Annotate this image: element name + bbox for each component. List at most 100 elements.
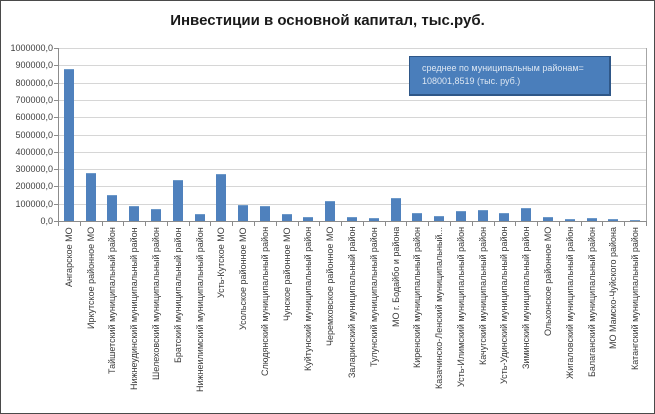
x-axis-tick bbox=[406, 222, 407, 226]
y-axis-label: 1000000,0 bbox=[10, 43, 53, 53]
annotation-line-1: среднее по муниципальным районам= bbox=[422, 63, 584, 73]
plot-area bbox=[58, 48, 647, 221]
bar bbox=[499, 213, 509, 221]
y-axis-tick bbox=[54, 186, 58, 188]
x-axis-tick bbox=[646, 222, 647, 226]
x-axis-label: Тулунский муниципальный район bbox=[369, 227, 379, 367]
gridline bbox=[58, 99, 646, 101]
x-axis-tick bbox=[276, 222, 277, 226]
gridline bbox=[58, 48, 646, 49]
x-axis-line bbox=[58, 221, 647, 222]
bar bbox=[543, 217, 553, 221]
x-axis-tick bbox=[58, 222, 59, 226]
x-axis-tick bbox=[319, 222, 320, 226]
gridline bbox=[58, 82, 646, 84]
y-axis-tick bbox=[54, 221, 58, 222]
bar bbox=[151, 209, 161, 221]
y-axis-tick bbox=[54, 82, 58, 84]
bar bbox=[238, 205, 248, 221]
bar bbox=[478, 210, 488, 221]
x-axis-tick bbox=[624, 222, 625, 226]
x-axis-tick bbox=[123, 222, 124, 226]
x-axis-tick bbox=[385, 222, 386, 226]
x-axis-label: Казачинско-Ленский муниципальный... bbox=[434, 227, 444, 389]
y-axis-tick bbox=[54, 65, 58, 67]
x-axis-label: Усть-Кутское МО bbox=[216, 227, 226, 298]
bar bbox=[303, 217, 313, 221]
y-axis-line bbox=[58, 48, 59, 222]
bar bbox=[608, 219, 618, 221]
x-axis-tick bbox=[450, 222, 451, 226]
x-axis-label: Куйтунский муниципальный район bbox=[303, 227, 313, 372]
y-axis-tick bbox=[54, 117, 58, 119]
bar bbox=[282, 214, 292, 221]
y-axis-label: 500000,0 bbox=[15, 129, 53, 140]
chart-title: Инвестиции в основной капитал, тыс.руб. bbox=[170, 12, 485, 29]
x-axis-label: Качугский муниципальный район bbox=[478, 227, 488, 366]
x-axis-label: Зиминский муниципальный район bbox=[521, 227, 531, 370]
x-axis-label: Братский муниципальный район bbox=[173, 227, 183, 363]
x-axis-tick bbox=[602, 222, 603, 226]
x-axis-label: Нижнеудинский муниципальный район bbox=[129, 227, 139, 390]
bar bbox=[434, 216, 444, 221]
bar bbox=[412, 213, 422, 221]
y-axis-label: 200000,0 bbox=[15, 181, 53, 192]
x-axis-label: Усольское районное МО bbox=[238, 227, 248, 330]
y-axis-tick bbox=[54, 169, 58, 171]
x-axis-label: Балаганский муниципальный район bbox=[587, 227, 597, 377]
bar bbox=[630, 220, 640, 221]
x-axis-tick bbox=[145, 222, 146, 226]
y-axis-label: 700000,0 bbox=[15, 94, 53, 105]
x-axis-label: Ольхонское районное МО bbox=[543, 227, 553, 337]
x-axis-tick bbox=[537, 222, 538, 226]
y-axis-label: 800000,0 bbox=[15, 77, 53, 88]
gridline bbox=[58, 134, 646, 136]
x-axis-label: Киренский муниципальный район bbox=[412, 227, 422, 369]
x-axis-label: Черемховское районное МО bbox=[325, 227, 335, 347]
x-axis-tick bbox=[80, 222, 81, 226]
x-axis-label: Катангский муниципальный район bbox=[630, 227, 640, 370]
y-axis-label: 400000,0 bbox=[15, 146, 53, 157]
y-axis-label: 0,0 bbox=[40, 216, 53, 226]
bar bbox=[391, 198, 401, 221]
bar bbox=[369, 218, 379, 221]
x-axis-tick bbox=[515, 222, 516, 226]
bar bbox=[456, 211, 466, 221]
gridline bbox=[58, 203, 646, 205]
y-axis-label: 300000,0 bbox=[15, 164, 53, 175]
y-axis-tick bbox=[54, 99, 58, 101]
x-axis-tick bbox=[494, 222, 495, 226]
x-axis-tick bbox=[210, 222, 211, 226]
x-axis-tick bbox=[298, 222, 299, 226]
x-axis-label: Иркутское районное МО bbox=[86, 227, 96, 330]
x-axis-label: Заларинский муниципальный район bbox=[347, 227, 357, 379]
x-axis-tick bbox=[102, 222, 103, 226]
gridline bbox=[58, 117, 646, 119]
bar bbox=[587, 218, 597, 221]
bar bbox=[216, 174, 226, 221]
x-axis-tick bbox=[559, 222, 560, 226]
x-axis-tick bbox=[363, 222, 364, 226]
x-axis-label: Слюдянский муниципальный район bbox=[260, 227, 270, 377]
y-axis-label: 600000,0 bbox=[15, 112, 53, 123]
x-axis-tick bbox=[167, 222, 168, 226]
bar bbox=[86, 173, 96, 221]
y-axis-tick bbox=[54, 134, 58, 136]
bar bbox=[195, 214, 205, 221]
bar bbox=[129, 206, 139, 221]
bar bbox=[260, 206, 270, 221]
bar bbox=[565, 219, 575, 221]
x-axis-label: Усть-Илимский муниципальный район bbox=[456, 227, 466, 388]
x-axis-label: МО г. Бодайбо и района bbox=[391, 227, 401, 328]
annotation-box: среднее по муниципальным районам= 108001… bbox=[409, 56, 611, 96]
x-axis-label: Усть-Удинский муниципальный район bbox=[499, 227, 509, 385]
x-axis-label: Шелеховский муниципальный район bbox=[151, 227, 161, 380]
x-axis-label: Жигаловский муниципальный район bbox=[565, 227, 575, 380]
y-axis-label: 900000,0 bbox=[15, 60, 53, 71]
y-axis-label: 100000,0 bbox=[15, 198, 53, 209]
x-axis-label: МО Мамско-Чуйского района bbox=[608, 227, 618, 350]
annotation-line-2: 108001,8519 (тыс. руб.) bbox=[422, 76, 521, 86]
y-axis-tick bbox=[54, 151, 58, 153]
x-axis-tick bbox=[581, 222, 582, 226]
